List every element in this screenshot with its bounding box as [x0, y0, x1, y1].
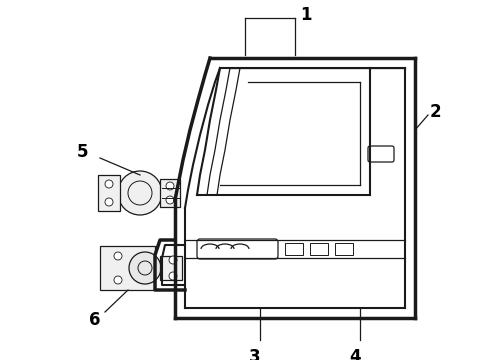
Circle shape [114, 276, 122, 284]
Circle shape [118, 171, 162, 215]
Circle shape [129, 252, 161, 284]
Circle shape [169, 272, 177, 280]
Circle shape [114, 252, 122, 260]
Circle shape [166, 182, 174, 190]
Circle shape [105, 180, 113, 188]
Circle shape [169, 256, 177, 264]
Bar [335, 243, 353, 255]
Bar [98, 175, 120, 211]
Circle shape [166, 196, 174, 204]
Bar [100, 246, 155, 290]
Text: 2: 2 [430, 103, 441, 121]
Text: 5: 5 [76, 143, 88, 161]
Bar [285, 243, 303, 255]
Text: 3: 3 [249, 348, 261, 360]
Text: 4: 4 [349, 348, 361, 360]
Bar [160, 179, 180, 207]
Bar [310, 243, 328, 255]
Circle shape [105, 198, 113, 206]
Text: 6: 6 [89, 311, 101, 329]
Bar [160, 256, 182, 280]
Text: 1: 1 [300, 6, 312, 24]
